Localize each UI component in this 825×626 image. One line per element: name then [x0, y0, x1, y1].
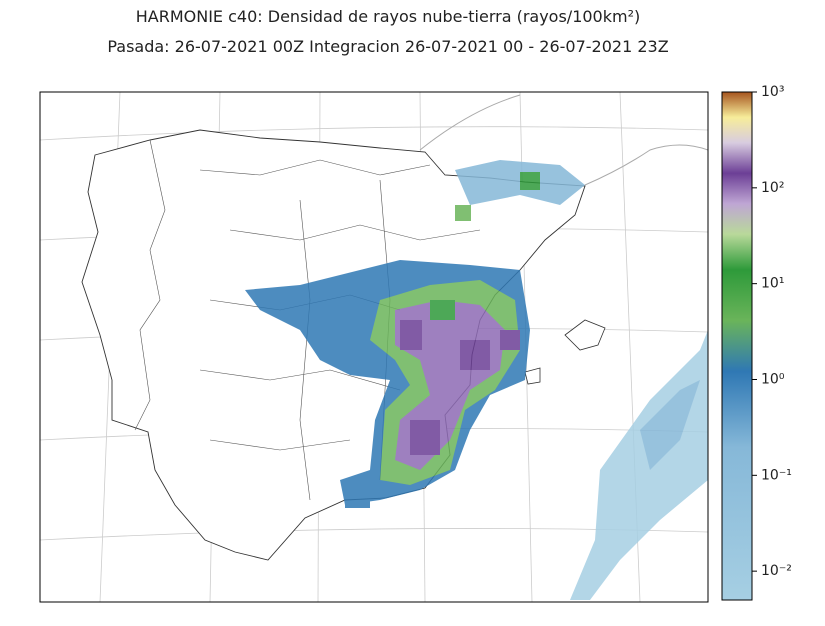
map	[40, 92, 708, 602]
title-line: Pasada: 26-07-2021 00Z Integracion 26-07…	[107, 37, 668, 56]
colorbar	[721, 91, 753, 601]
colorbar-tick-label: 10⁰	[761, 371, 785, 387]
map-frame	[39, 91, 709, 603]
colorbar-tick-label: 10³	[761, 84, 784, 100]
colorbar-tick-label: 10¹	[761, 276, 784, 292]
france-coast	[419, 94, 708, 186]
colorbar-tick-label: 10⁻²	[761, 563, 792, 579]
lightning-density-field	[245, 160, 708, 600]
colorbar-tick-label: 10²	[761, 180, 784, 196]
colorbar-tick-label: 10⁻¹	[761, 467, 792, 483]
title-line: HARMONIE c40: Densidad de rayos nube-tie…	[136, 7, 640, 26]
balearic-islands	[524, 319, 606, 385]
